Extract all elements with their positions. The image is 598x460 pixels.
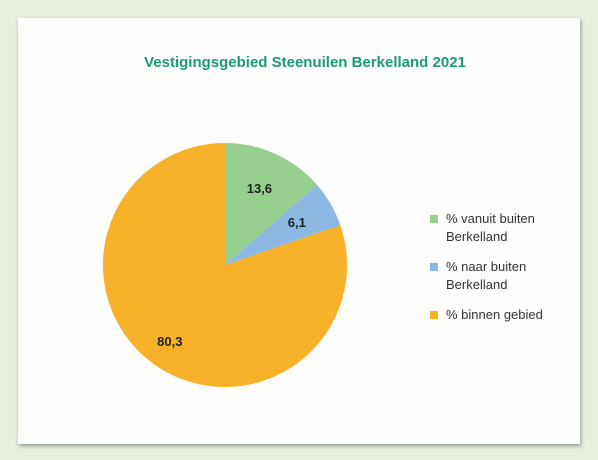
legend-label: % naar buiten Berkelland (446, 259, 527, 292)
pie-slice (225, 184, 341, 265)
data-label: 6,1 (288, 215, 306, 230)
chart-card: Vestigingsgebied Steenuilen Berkelland 2… (18, 18, 580, 444)
pie-slice (225, 143, 318, 265)
legend-item: % naar buiten Berkelland (430, 258, 566, 294)
legend-swatch (430, 311, 438, 319)
legend-swatch (430, 263, 438, 271)
legend-label: % vanuit buiten Berkelland (446, 211, 535, 244)
legend-label: % binnen gebied (446, 307, 543, 322)
legend-item: % binnen gebied (430, 306, 566, 324)
data-label: 13,6 (247, 181, 272, 196)
data-label: 80,3 (157, 334, 182, 349)
pie-slice (102, 143, 347, 387)
legend-item: % vanuit buiten Berkelland (430, 210, 566, 246)
legend: % vanuit buiten Berkelland % naar buiten … (430, 210, 590, 336)
legend-swatch (430, 215, 438, 223)
chart: Vestigingsgebied Steenuilen Berkelland 2… (102, 54, 466, 387)
chart-title: Vestigingsgebied Steenuilen Berkelland 2… (144, 54, 466, 71)
